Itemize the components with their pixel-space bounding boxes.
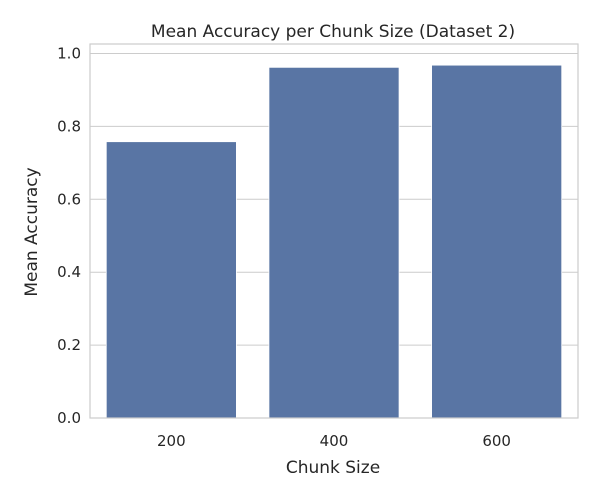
y-tick-label: 0.6 xyxy=(57,190,81,208)
x-tick-label: 400 xyxy=(320,432,349,450)
y-tick-label: 1.0 xyxy=(57,44,81,62)
y-tick-label: 0.8 xyxy=(57,117,81,135)
x-tick-labels: 200 400 600 xyxy=(157,432,511,450)
bars xyxy=(105,64,563,419)
plot-frame xyxy=(89,43,579,419)
y-tick-label: 0.2 xyxy=(57,336,81,354)
bar-400 xyxy=(268,66,400,419)
bar-600 xyxy=(431,64,563,419)
y-axis-label: Mean Accuracy xyxy=(22,167,42,296)
x-axis-label: Chunk Size xyxy=(286,458,380,478)
bar-200 xyxy=(105,141,237,419)
y-tick-label: 0.4 xyxy=(57,263,81,281)
x-tick-label: 600 xyxy=(482,432,511,450)
x-tick-label: 200 xyxy=(157,432,186,450)
chart-title: Mean Accuracy per Chunk Size (Dataset 2) xyxy=(151,22,515,42)
y-tick-label: 0.0 xyxy=(57,409,81,427)
y-tick-labels: 0.0 0.2 0.4 0.6 0.8 1.0 xyxy=(57,44,81,427)
